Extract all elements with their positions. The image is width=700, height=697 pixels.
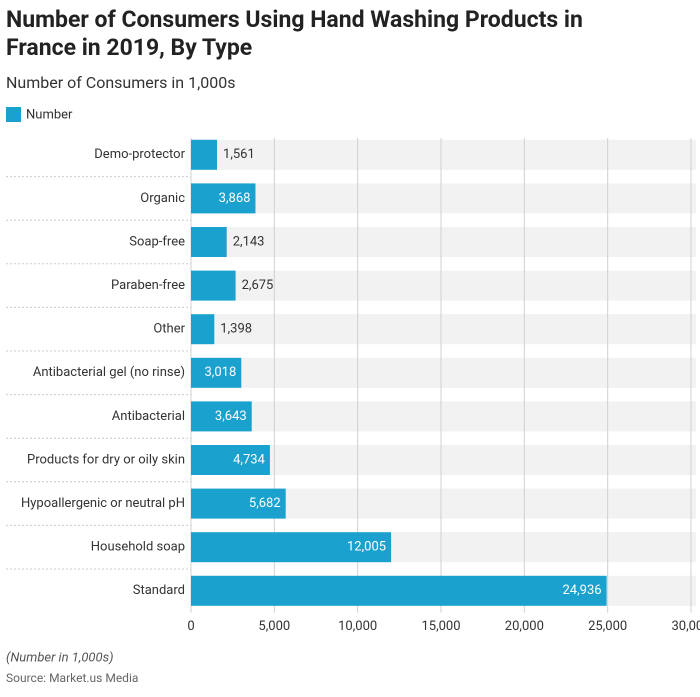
row-band <box>191 270 696 301</box>
bar <box>191 314 215 345</box>
y-tick-label: Antibacterial <box>112 409 185 424</box>
y-tick-label: Other <box>153 322 185 337</box>
row-band <box>191 401 696 432</box>
x-tick-label: 20,000 <box>505 619 544 634</box>
x-tick-label: 15,000 <box>421 619 460 634</box>
data-label: 3,868 <box>219 191 251 206</box>
bar <box>191 227 227 257</box>
data-label: 3,018 <box>205 365 237 380</box>
y-tick-label: Soap-free <box>129 234 185 249</box>
y-tick-label: Paraben-free <box>111 278 185 293</box>
y-tick-label: Household soap <box>91 540 185 555</box>
bar <box>191 270 236 301</box>
y-tick-label: Standard <box>133 583 185 598</box>
legend-swatch <box>6 107 21 122</box>
bar <box>191 139 218 170</box>
bar <box>191 532 392 563</box>
row-band <box>191 445 696 475</box>
data-label: 24,936 <box>563 583 602 598</box>
data-label: 2,143 <box>233 234 265 249</box>
x-tick-label: 30,000 <box>671 619 700 634</box>
data-label: 4,734 <box>233 452 265 467</box>
row-band <box>191 227 696 257</box>
data-label: 1,561 <box>223 147 255 162</box>
y-tick-label: Products for dry or oily skin <box>27 452 185 467</box>
bar <box>191 575 607 606</box>
note: (Number in 1,000s) <box>6 650 114 665</box>
chart-title: Number of Consumers Using Hand Washing P… <box>6 6 583 33</box>
data-label: 3,643 <box>215 409 247 424</box>
y-tick-label: Antibacterial gel (no rinse) <box>33 365 185 380</box>
source: Source: Market.us Media <box>6 671 138 685</box>
x-tick-label: 10,000 <box>338 619 377 634</box>
row-band <box>191 357 696 388</box>
x-tick-label: 25,000 <box>588 619 627 634</box>
bar <box>191 445 270 475</box>
x-tick-label: 5,000 <box>258 619 290 634</box>
chart-subtitle: Number of Consumers in 1,000s <box>6 73 235 92</box>
legend-label: Number <box>26 107 73 122</box>
chart-title: France in 2019, By Type <box>6 34 252 61</box>
row-band <box>191 139 696 170</box>
x-tick-label: 0 <box>187 619 194 634</box>
bar <box>191 183 256 214</box>
row-band <box>191 314 696 345</box>
y-tick-label: Organic <box>140 191 185 206</box>
bar <box>191 488 286 519</box>
data-label: 1,398 <box>220 322 252 337</box>
bar <box>191 401 252 432</box>
y-tick-label: Hypoallergenic or neutral pH <box>21 496 185 511</box>
row-band <box>191 183 696 214</box>
data-label: 12,005 <box>347 540 386 555</box>
data-label: 5,682 <box>249 496 281 511</box>
bar <box>191 357 242 388</box>
data-label: 2,675 <box>242 278 274 293</box>
y-tick-label: Demo-protector <box>94 147 185 162</box>
